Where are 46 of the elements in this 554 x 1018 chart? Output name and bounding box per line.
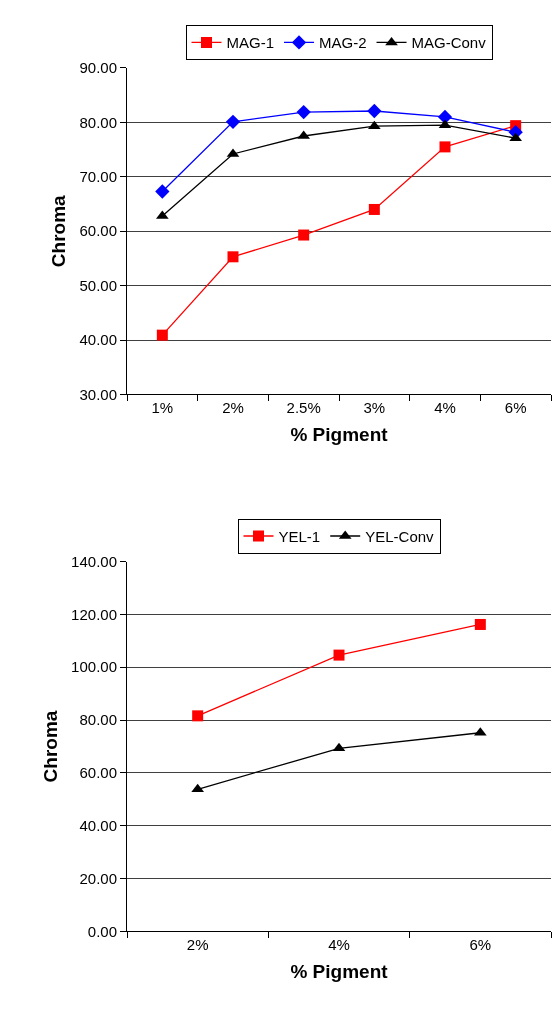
y-tick-label: 120.00 [71, 605, 117, 623]
x-tick-label: 2% [186, 936, 209, 954]
point [298, 229, 310, 241]
y-axis-title: Chroma [48, 194, 70, 268]
y-tick-label: 50.00 [79, 276, 117, 294]
legend-label: MAG-2 [319, 34, 367, 52]
y-tick-label: 100.00 [71, 658, 117, 676]
y-tick-label: 70.00 [79, 168, 117, 186]
point [155, 184, 170, 199]
y-tick-label: 20.00 [79, 869, 117, 887]
x-tick-label: 6% [469, 936, 492, 954]
x-tick-label: 2% [222, 399, 244, 417]
y-tick-label: 60.00 [79, 764, 117, 782]
legend-label: MAG-Conv [411, 34, 487, 52]
legend-label: YEL-Conv [365, 527, 435, 545]
point [227, 251, 239, 263]
x-axis-title: % Pigment [290, 424, 389, 446]
point [333, 649, 345, 661]
x-tick-label: 2.5% [286, 399, 321, 417]
x-tick-label: 6% [504, 399, 527, 417]
point [296, 104, 311, 120]
y-tick-label: 80.00 [79, 711, 117, 729]
x-tick-label: 4% [328, 936, 350, 954]
y-tick-label: 60.00 [79, 222, 117, 240]
y-axis-title: Chroma [39, 710, 61, 783]
y-tick-label: 30.00 [79, 385, 117, 403]
y-tick-label: 140.00 [71, 552, 117, 570]
point [332, 742, 346, 752]
x-tick-label: 4% [434, 399, 456, 417]
point [474, 618, 486, 630]
legend-label: MAG-1 [226, 34, 275, 52]
x-tick-label: 1% [151, 399, 174, 417]
x-axis-title: % Pigment [290, 961, 389, 983]
y-tick-label: 40.00 [79, 816, 117, 834]
point [192, 710, 204, 722]
y-tick-label: 0.00 [87, 922, 117, 940]
legend-label: YEL-1 [278, 527, 321, 545]
point [156, 329, 168, 341]
point [368, 203, 380, 215]
y-tick-label: 40.00 [79, 331, 117, 349]
point [225, 114, 241, 130]
y-tick-label: 90.00 [79, 59, 117, 77]
x-tick-label: 3% [363, 399, 386, 417]
point [367, 103, 382, 119]
y-tick-label: 80.00 [79, 113, 117, 131]
point [439, 141, 451, 153]
